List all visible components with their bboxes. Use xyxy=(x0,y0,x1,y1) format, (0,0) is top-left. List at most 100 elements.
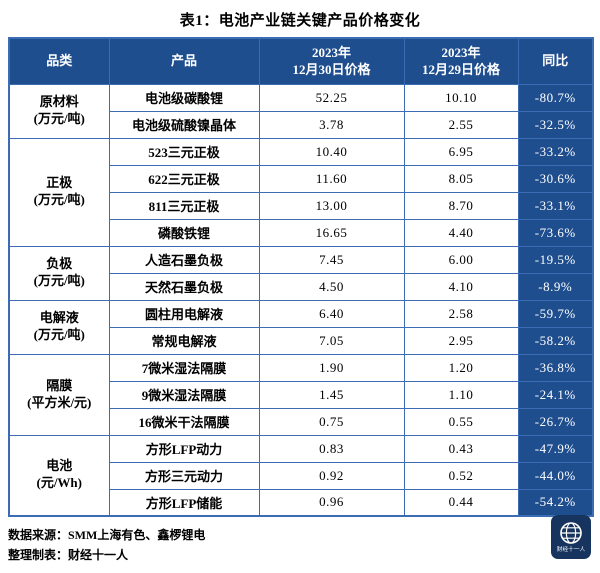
price-dec29-cell: 1.10 xyxy=(403,380,519,409)
price-dec29-cell: 0.44 xyxy=(403,488,519,517)
product-cell: 方形LFP储能 xyxy=(108,488,260,517)
category-cell: 隔膜 (平方米/元) xyxy=(8,353,110,436)
product-cell: 电池级碳酸锂 xyxy=(108,83,260,112)
table-row: 原材料 (万元/吨) 电池级碳酸锂 52.25 10.10 -80.7% xyxy=(8,83,594,139)
price-dec30-cell: 0.96 xyxy=(258,488,405,517)
category-cell: 原材料 (万元/吨) xyxy=(8,83,110,139)
price-dec30-cell: 1.45 xyxy=(258,380,405,409)
yoy-cell: -80.7% xyxy=(517,83,594,112)
table-title: 表1：电池产业链关键产品价格变化 xyxy=(179,13,421,29)
price-dec30-cell: 3.78 xyxy=(258,110,405,139)
yoy-cell: -8.9% xyxy=(517,272,594,301)
product-cell: 磷酸铁锂 xyxy=(108,218,260,247)
yoy-cell: -30.6% xyxy=(517,164,594,193)
price-dec30-cell: 52.25 xyxy=(258,83,405,112)
table-header: 品类 产品 2023年 12月30日价格 2023年 12月29日价格 同比 xyxy=(8,37,594,85)
price-dec29-cell: 6.95 xyxy=(403,137,519,166)
product-cell: 523三元正极 xyxy=(108,137,260,166)
header-price-dec29: 2023年 12月29日价格 xyxy=(403,37,519,85)
product-cell: 电池级硫酸镍晶体 xyxy=(108,110,260,139)
yoy-cell: -59.7% xyxy=(517,299,594,328)
header-price-dec29-line2: 12月29日价格 xyxy=(421,62,500,78)
table-body: 原材料 (万元/吨) 电池级碳酸锂 52.25 10.10 -80.7% 电池级… xyxy=(8,83,594,517)
yoy-cell: -32.5% xyxy=(517,110,594,139)
yoy-cell: -47.9% xyxy=(517,434,594,463)
product-cell: 常规电解液 xyxy=(108,326,260,355)
product-cell: 16微米干法隔膜 xyxy=(108,407,260,436)
category-name: 负极 xyxy=(46,256,73,272)
price-dec29-cell: 4.10 xyxy=(403,272,519,301)
price-dec30-cell: 7.45 xyxy=(258,245,405,274)
yoy-cell: -33.1% xyxy=(517,191,594,220)
product-cell: 人造石墨负极 xyxy=(108,245,260,274)
product-cell: 圆柱用电解液 xyxy=(108,299,260,328)
compiler-text: 整理制表：财经十一人 xyxy=(8,547,129,562)
category-name: 原材料 xyxy=(39,94,79,110)
table-row: 磷酸铁锂 16.65 4.40 -73.6% xyxy=(9,218,594,247)
price-dec29-cell: 2.95 xyxy=(403,326,519,355)
category-unit: (元/Wh) xyxy=(36,475,82,491)
price-dec30-cell: 6.40 xyxy=(258,299,405,328)
product-cell: 9微米湿法隔膜 xyxy=(108,380,260,409)
price-dec29-cell: 1.20 xyxy=(403,353,519,382)
price-dec29-cell: 2.58 xyxy=(403,299,519,328)
price-dec29-cell: 4.40 xyxy=(403,218,519,247)
price-dec30-cell: 7.05 xyxy=(258,326,405,355)
data-source-text: 数据来源：SMM上海有色、鑫椤锂电 xyxy=(8,528,206,542)
category-name: 隔膜 xyxy=(46,377,73,393)
price-dec29-cell: 8.70 xyxy=(403,191,519,220)
yoy-cell: -44.0% xyxy=(517,461,594,490)
header-price-dec29-line1: 2023年 xyxy=(441,44,481,60)
yoy-cell: -54.2% xyxy=(517,488,594,517)
table-row: 622三元正极 11.60 8.05 -30.6% xyxy=(9,164,594,193)
product-cell: 7微米湿法隔膜 xyxy=(108,353,260,382)
table-row: 811三元正极 13.00 8.70 -33.1% xyxy=(9,191,594,220)
category-unit: (万元/吨) xyxy=(33,327,85,342)
price-dec29-cell: 0.52 xyxy=(403,461,519,490)
price-dec30-cell: 11.60 xyxy=(258,164,405,193)
price-dec30-cell: 0.83 xyxy=(258,434,405,463)
yoy-cell: -58.2% xyxy=(517,326,594,355)
header-product: 产品 xyxy=(108,37,260,85)
price-dec29-cell: 0.43 xyxy=(403,434,519,463)
product-cell: 天然石墨负极 xyxy=(108,272,260,301)
header-price-dec30: 2023年 12月30日价格 xyxy=(258,37,405,85)
category-name: 电池 xyxy=(46,458,73,474)
price-dec30-cell: 16.65 xyxy=(258,218,405,247)
category-unit: (万元/吨) xyxy=(33,273,85,288)
price-dec30-cell: 0.92 xyxy=(258,461,405,490)
product-cell: 622三元正极 xyxy=(108,164,260,193)
price-dec29-cell: 0.55 xyxy=(403,407,519,436)
category-cell: 负极 (万元/吨) xyxy=(8,245,110,301)
table-row: 电池级硫酸镍晶体 3.78 2.55 -32.5% xyxy=(9,110,594,139)
category-unit: (万元/吨) xyxy=(33,111,85,126)
price-dec30-cell: 0.75 xyxy=(258,407,405,436)
header-price-dec30-line1: 2023年 xyxy=(311,44,351,60)
header-category: 品类 xyxy=(8,37,110,85)
brand-logo: 财经十一人 xyxy=(551,515,591,559)
category-cell: 正极 (万元/吨) xyxy=(8,137,110,247)
yoy-cell: -33.2% xyxy=(517,137,594,166)
category-cell: 电池 (元/Wh) xyxy=(8,434,110,517)
price-dec30-cell: 1.90 xyxy=(258,353,405,382)
yoy-cell: -24.1% xyxy=(517,380,594,409)
table-row: 16微米干法隔膜 0.75 0.55 -26.7% xyxy=(9,407,594,436)
price-dec30-cell: 4.50 xyxy=(258,272,405,301)
product-cell: 方形三元动力 xyxy=(108,461,260,490)
table-row: 负极 (万元/吨) 人造石墨负极 7.45 6.00 -19.5% xyxy=(8,245,594,301)
yoy-cell: -73.6% xyxy=(517,218,594,247)
table-row: 9微米湿法隔膜 1.45 1.10 -24.1% xyxy=(9,380,594,409)
category-unit: (平方米/元) xyxy=(27,394,92,410)
price-dec30-cell: 10.40 xyxy=(258,137,405,166)
yoy-cell: -26.7% xyxy=(517,407,594,436)
table-row: 方形LFP储能 0.96 0.44 -54.2% xyxy=(9,488,594,517)
brand-name: 财经十一人 xyxy=(556,547,586,553)
table-row: 正极 (万元/吨) 523三元正极 10.40 6.95 -33.2% xyxy=(8,137,594,247)
header-price-dec30-line2: 12月30日价格 xyxy=(292,62,371,78)
table-row: 电池 (元/Wh) 方形LFP动力 0.83 0.43 -47.9% xyxy=(8,434,594,517)
globe-icon xyxy=(559,521,583,545)
category-cell: 电解液 (万元/吨) xyxy=(8,299,110,355)
yoy-cell: -36.8% xyxy=(517,353,594,382)
price-dec29-cell: 2.55 xyxy=(403,110,519,139)
